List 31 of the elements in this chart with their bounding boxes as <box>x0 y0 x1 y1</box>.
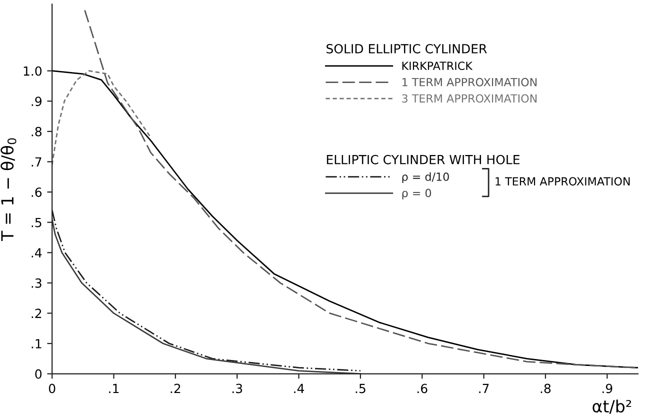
legend-title: SOLID ELLIPTIC CYLINDER <box>326 44 487 54</box>
y-tick-label: .3 <box>32 278 42 288</box>
x-axis-title: αt/b² <box>592 400 632 414</box>
y-tick-label: .5 <box>32 218 42 228</box>
annotation: ELLIPTIC CYLINDER WITH HOLE <box>326 154 520 164</box>
y-tick-label: .8 <box>32 126 42 136</box>
x-tick-label: .3 <box>232 384 242 394</box>
text: 3 TERM APPROXIMATION <box>402 94 537 103</box>
y-tick-label: .6 <box>32 188 42 197</box>
annotation: 1 TERM APPROXIMATION <box>496 177 630 186</box>
x-tick-label: .2 <box>170 384 180 394</box>
x-tick-label: .1 <box>109 384 119 394</box>
x-tick-label: .9 <box>602 384 612 394</box>
text: KIRKPATRICK <box>402 62 473 70</box>
x-tick-label: .7 <box>479 384 489 394</box>
x-tick-label: .8 <box>540 384 551 394</box>
x-tick-label: 0 <box>48 384 56 394</box>
y-tick-label: .9 <box>32 96 42 106</box>
text: 1 TERM APPROXIMATION <box>402 78 537 86</box>
y-tick-label: 0 <box>35 369 42 379</box>
y-tick-label: .4 <box>32 248 42 258</box>
y-tick-label: .2 <box>32 308 42 318</box>
text: ρ = d/10 <box>402 172 449 184</box>
x-tick-label: .5 <box>356 384 366 394</box>
x-tick-label: .4 <box>294 384 304 394</box>
y-tick-label: 1.0 <box>24 66 42 76</box>
y-axis-title: T = 1 − θ/θ$_{0}$ <box>0 138 16 242</box>
x-tick-label: .6 <box>417 384 428 394</box>
text: ρ = 0 <box>402 188 432 200</box>
y-tick-label: .7 <box>32 157 42 166</box>
y-tick-label: .1 <box>32 339 42 348</box>
